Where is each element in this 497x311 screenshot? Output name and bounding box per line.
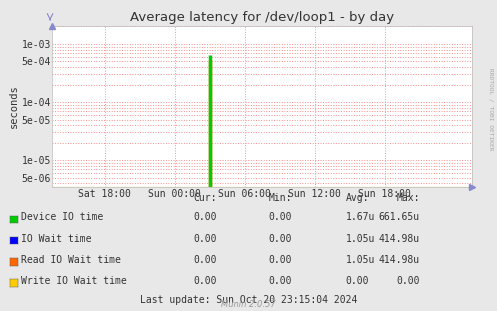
Text: 0.00: 0.00 bbox=[194, 276, 217, 286]
Text: 1.05u: 1.05u bbox=[345, 255, 375, 265]
Text: IO Wait time: IO Wait time bbox=[21, 234, 92, 244]
Title: Average latency for /dev/loop1 - by day: Average latency for /dev/loop1 - by day bbox=[130, 11, 394, 24]
Text: Last update: Sun Oct 20 23:15:04 2024: Last update: Sun Oct 20 23:15:04 2024 bbox=[140, 295, 357, 305]
Text: 414.98u: 414.98u bbox=[379, 234, 420, 244]
Text: 1.05u: 1.05u bbox=[345, 234, 375, 244]
Text: 414.98u: 414.98u bbox=[379, 255, 420, 265]
Text: 0.00: 0.00 bbox=[397, 276, 420, 286]
Text: 0.00: 0.00 bbox=[268, 276, 292, 286]
Text: 0.00: 0.00 bbox=[268, 212, 292, 222]
Text: Min:: Min: bbox=[268, 193, 292, 202]
Text: Device IO time: Device IO time bbox=[21, 212, 103, 222]
Text: Write IO Wait time: Write IO Wait time bbox=[21, 276, 127, 286]
Text: 0.00: 0.00 bbox=[194, 234, 217, 244]
Text: 0.00: 0.00 bbox=[268, 255, 292, 265]
Text: 0.00: 0.00 bbox=[194, 255, 217, 265]
Text: RRDTOOL / TOBI OETIKER: RRDTOOL / TOBI OETIKER bbox=[489, 67, 494, 150]
Text: 0.00: 0.00 bbox=[194, 212, 217, 222]
Y-axis label: seconds: seconds bbox=[8, 85, 19, 128]
Text: Avg:: Avg: bbox=[345, 193, 369, 202]
Text: 0.00: 0.00 bbox=[345, 276, 369, 286]
Text: Cur:: Cur: bbox=[194, 193, 217, 202]
Text: 661.65u: 661.65u bbox=[379, 212, 420, 222]
Text: Munin 2.0.57: Munin 2.0.57 bbox=[221, 300, 276, 309]
Text: 1.67u: 1.67u bbox=[345, 212, 375, 222]
Text: 0.00: 0.00 bbox=[268, 234, 292, 244]
Text: Read IO Wait time: Read IO Wait time bbox=[21, 255, 121, 265]
Text: Max:: Max: bbox=[397, 193, 420, 202]
